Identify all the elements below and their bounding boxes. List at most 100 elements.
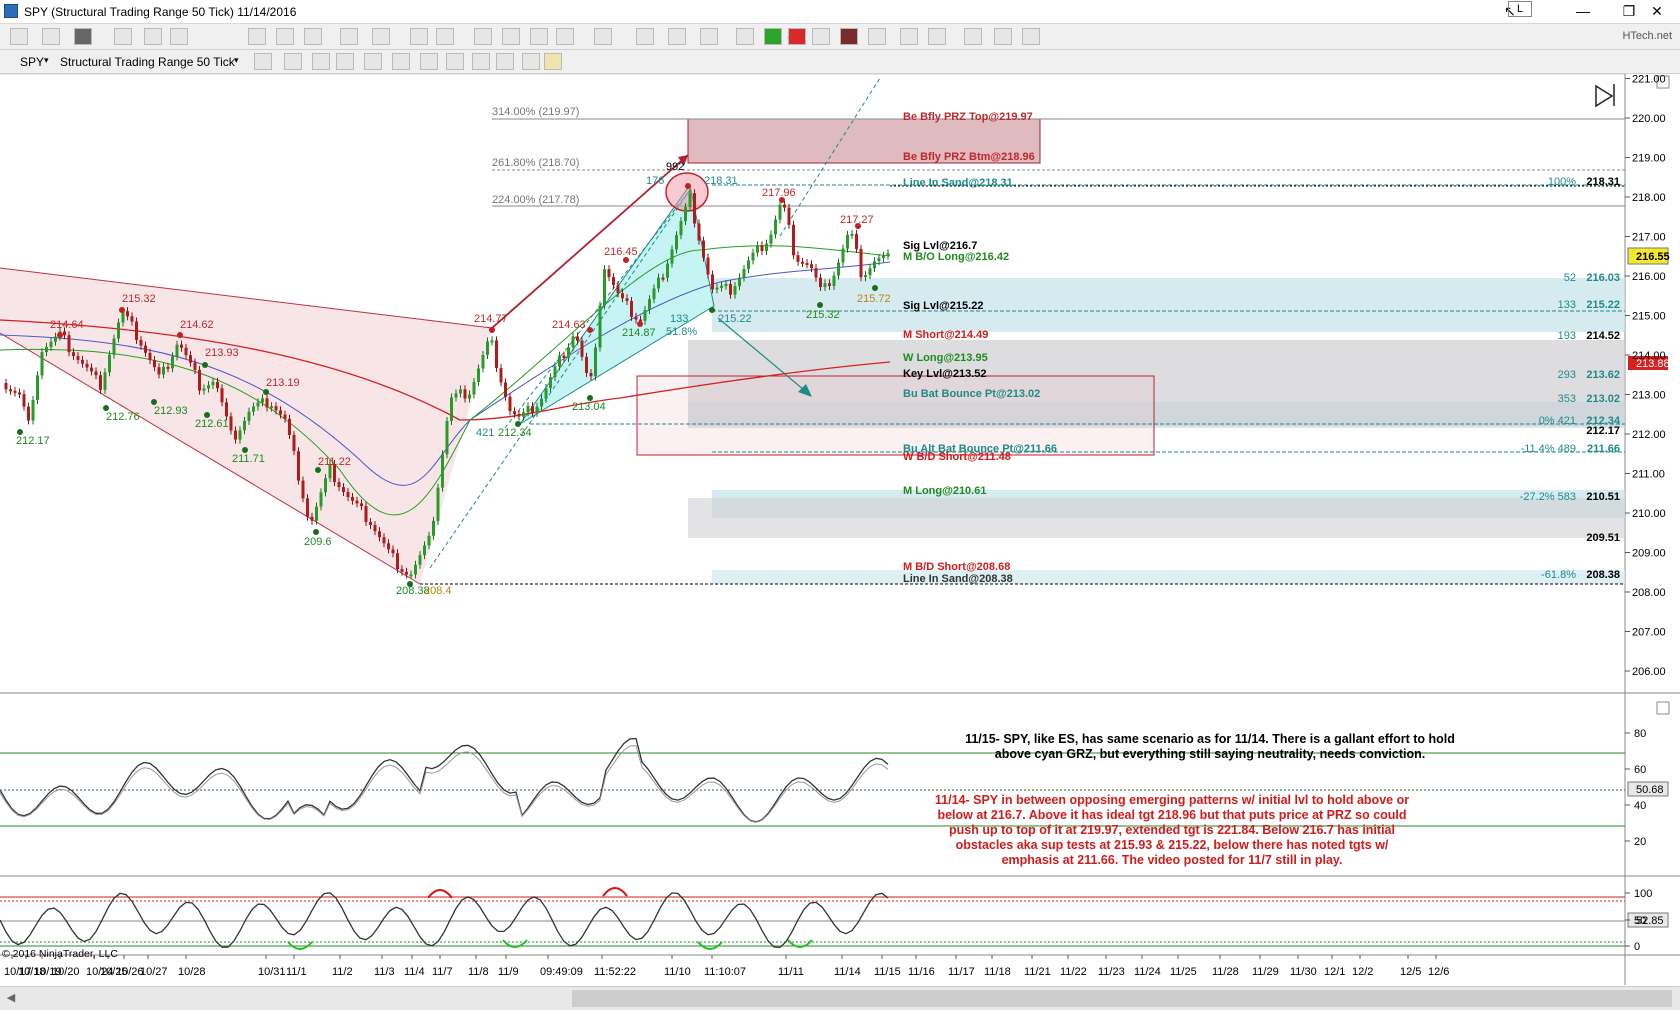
- properties-icon[interactable]: [420, 53, 438, 70]
- right-level-value: 218.31: [1586, 176, 1620, 188]
- price-bar: [445, 417, 449, 459]
- price-bar: [720, 281, 723, 292]
- price-bar: [558, 351, 561, 371]
- maximize-button[interactable]: ❐: [1622, 3, 1636, 19]
- price-bar: [162, 362, 165, 379]
- indicators-icon[interactable]: [472, 53, 490, 70]
- price-bar: [783, 200, 786, 212]
- play-icon[interactable]: [1022, 28, 1040, 45]
- camera-icon[interactable]: [10, 28, 28, 45]
- market-replay-icon[interactable]: [868, 28, 886, 45]
- fib-retracement-icon[interactable]: [474, 28, 492, 45]
- price-bar: [364, 502, 368, 526]
- price-bar: [198, 365, 201, 395]
- draw-icon[interactable]: [336, 53, 354, 70]
- line-tool-icon[interactable]: [276, 28, 294, 45]
- select-icon[interactable]: [364, 53, 382, 70]
- eye-icon[interactable]: [42, 28, 60, 45]
- overbought-oversold-segment: [602, 887, 628, 897]
- extended-line-icon[interactable]: [372, 28, 390, 45]
- time-tick: 12/1: [1324, 955, 1345, 978]
- price-tick: 207.00: [1625, 627, 1666, 639]
- vertical-line-icon[interactable]: [410, 28, 428, 45]
- scale-icon[interactable]: [964, 28, 982, 45]
- rectangle-icon[interactable]: [668, 28, 686, 45]
- eye-toggle-icon[interactable]: [144, 28, 162, 45]
- price-tick: 211.00: [1625, 469, 1665, 481]
- gann-fan-icon[interactable]: [594, 28, 612, 45]
- price-bar: [27, 402, 30, 425]
- chart-trader-icon[interactable]: [900, 28, 918, 45]
- svg-text:10/20: 10/20: [52, 966, 80, 978]
- region-icon[interactable]: [812, 28, 830, 45]
- level-label: M B/O Long@216.42: [903, 251, 1009, 263]
- bar-type-icon[interactable]: [254, 53, 272, 70]
- price-bar: [675, 231, 678, 254]
- text-tool-icon[interactable]: [736, 28, 754, 45]
- level-label: Be Bfly PRZ Btm@218.96: [903, 151, 1035, 163]
- bars-icon[interactable]: [928, 28, 946, 45]
- star-icon[interactable]: [312, 53, 330, 70]
- price-bar: [873, 257, 876, 273]
- price-tick: 210.00: [1625, 508, 1666, 520]
- data-box-icon[interactable]: [114, 28, 132, 45]
- zoom-icon[interactable]: [392, 53, 410, 70]
- scroll-left-icon[interactable]: ◀: [6, 992, 16, 1004]
- price-bar: [67, 331, 71, 357]
- templates-icon[interactable]: [522, 53, 540, 70]
- swing-dot: [587, 395, 593, 401]
- price-bar: [666, 259, 669, 282]
- time-tick: 10/19: [34, 955, 62, 978]
- scroll-thumb[interactable]: [572, 990, 1672, 1007]
- arrow-up-icon[interactable]: [764, 28, 782, 45]
- play-triangle-icon[interactable]: [1595, 84, 1614, 108]
- chevron-down-icon[interactable]: ▾: [234, 55, 239, 65]
- magic-wand-icon[interactable]: [74, 28, 92, 45]
- cross-icon[interactable]: [248, 28, 266, 45]
- price-bar: [706, 253, 710, 279]
- triangle-icon[interactable]: [700, 28, 718, 45]
- fib-extension-icon[interactable]: [502, 28, 520, 45]
- time-tick: 11/16: [908, 955, 935, 978]
- cursor-icon[interactable]: [170, 28, 188, 45]
- price-bar: [283, 410, 287, 423]
- ray-tool-icon[interactable]: [304, 28, 322, 45]
- price-bar: [765, 239, 768, 255]
- price-bar: [193, 358, 197, 374]
- link-chain-icon[interactable]: [994, 28, 1012, 45]
- link-button[interactable]: L: [1508, 1, 1532, 17]
- swing-dot: [515, 421, 521, 427]
- svg-text:11/4: 11/4: [404, 966, 425, 978]
- instrument-selector[interactable]: SPY: [20, 55, 45, 69]
- pin-icon[interactable]: ↖: [1504, 3, 1516, 19]
- arrow-down-icon[interactable]: [788, 28, 806, 45]
- andrews-pitchfork-icon[interactable]: [556, 28, 574, 45]
- price-bar: [333, 460, 336, 487]
- svg-text:220.00: 220.00: [1632, 113, 1666, 125]
- horizontal-scrollbar[interactable]: ◀: [0, 986, 1680, 1010]
- time-tick: 11/18: [984, 955, 1011, 978]
- price-bar: [261, 394, 264, 407]
- horizontal-line-icon[interactable]: [340, 28, 358, 45]
- data-series-icon[interactable]: [446, 53, 464, 70]
- brush-icon[interactable]: [544, 53, 562, 70]
- price-bar: [846, 230, 849, 253]
- svg-text:11/15: 11/15: [874, 966, 901, 978]
- stop-icon[interactable]: [840, 28, 858, 45]
- price-bar: [36, 371, 39, 404]
- interval-selector[interactable]: Structural Trading Range 50 Tick: [60, 55, 235, 69]
- price-bar: [297, 447, 300, 485]
- fib-time-icon[interactable]: [530, 28, 548, 45]
- swing-label: 212.61: [195, 418, 229, 430]
- minimize-button[interactable]: —: [1576, 3, 1590, 19]
- arrow-line-icon[interactable]: [436, 28, 454, 45]
- close-button[interactable]: ✕: [1651, 3, 1663, 19]
- ellipse-icon[interactable]: [636, 28, 654, 45]
- pencil-icon[interactable]: [284, 53, 302, 70]
- price-bar: [112, 334, 116, 359]
- strategies-icon[interactable]: [496, 53, 514, 70]
- svg-text:11/7: 11/7: [432, 966, 453, 978]
- swing-label: 214.63: [552, 319, 586, 331]
- chevron-down-icon[interactable]: ▾: [44, 55, 49, 65]
